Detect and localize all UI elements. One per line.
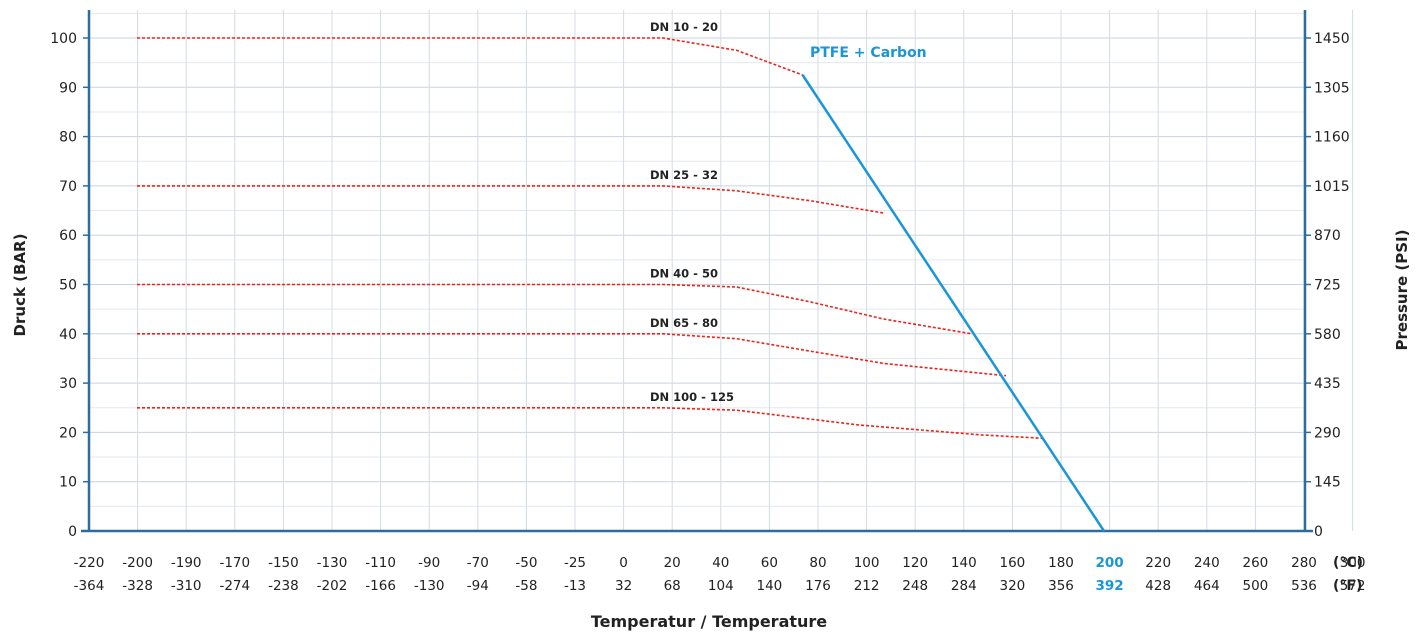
- y-tick-label-psi: 1160: [1314, 130, 1350, 146]
- x-tick-label-c: -25: [564, 555, 586, 571]
- x-tick-label-f: 536: [1291, 578, 1317, 594]
- series-label: DN 10 - 20: [650, 20, 718, 34]
- x-tick-label-c: 100: [854, 555, 880, 571]
- y-tick-label-bar: 10: [59, 475, 77, 491]
- y-tick-label-bar: 30: [59, 376, 77, 392]
- y-tick-label-psi: 0: [1314, 524, 1323, 540]
- x-tick-label-c: -200: [122, 555, 153, 571]
- x-tick-label-f: -364: [74, 578, 105, 594]
- x-tick-label-f: 248: [902, 578, 928, 594]
- y-tick-label-bar: 40: [59, 327, 77, 343]
- series-line-dn-40-50: [137, 283, 972, 335]
- series-label: DN 25 - 32: [650, 168, 718, 182]
- x-tick-label-c: 20: [664, 555, 681, 571]
- x-tick-label-c: -90: [418, 555, 440, 571]
- x-tick-label-f: -328: [122, 578, 153, 594]
- y-tick-label-psi: 145: [1314, 475, 1341, 491]
- x-tick-label-c: 140: [951, 555, 977, 571]
- x-tick-label-f: -238: [268, 578, 299, 594]
- series-line-dn-10-20: [137, 37, 803, 76]
- x-tick-label-c: 300: [1340, 555, 1366, 571]
- x-tick-label-f: -202: [317, 578, 348, 594]
- y-tick-label-psi: 870: [1314, 228, 1341, 244]
- x-tick-label-f: -94: [467, 578, 489, 594]
- x-tick-label-c: -190: [171, 555, 202, 571]
- x-tick-label-f: 500: [1243, 578, 1269, 594]
- x-tick-label-f: 68: [664, 578, 681, 594]
- x-tick-label-c: 40: [712, 555, 729, 571]
- series-label: DN 65 - 80: [650, 316, 718, 330]
- x-tick-label-c: 280: [1291, 555, 1317, 571]
- x-tick-label-c: -110: [365, 555, 396, 571]
- unit-celsius: (°C): [1333, 555, 1363, 571]
- y-tick-label-bar: 60: [59, 228, 77, 244]
- x-tick-label-f: -130: [414, 578, 445, 594]
- y-tick-label-bar: 90: [59, 80, 77, 96]
- y-tick-label-psi: 1015: [1314, 179, 1350, 195]
- x-tick-label-c: -50: [515, 555, 537, 571]
- series-label: DN 100 - 125: [650, 390, 734, 404]
- x-tick-label-c: 160: [1000, 555, 1026, 571]
- x-tick-label-f: -13: [564, 578, 586, 594]
- x-axis-title: Temperatur / Temperature: [590, 612, 828, 631]
- x-tick-label-f: 212: [854, 578, 880, 594]
- x-tick-label-c: 60: [761, 555, 778, 571]
- x-tick-label-c: 260: [1243, 555, 1269, 571]
- x-tick-label-f: 320: [1000, 578, 1026, 594]
- grid: [88, 10, 1354, 532]
- x-tick-label-c: 240: [1194, 555, 1220, 571]
- y-tick-label-bar: 0: [68, 524, 77, 540]
- series-line-dn-65-80: [137, 332, 1007, 377]
- x-tick-label-c: 0: [619, 555, 628, 571]
- x-tick-label-c: 80: [809, 555, 826, 571]
- x-tick-label-f: 32: [615, 578, 632, 594]
- series-lines: [137, 37, 1106, 532]
- series-line-dn-25-32: [137, 185, 884, 214]
- x-tick-label-f: 356: [1048, 578, 1074, 594]
- y-axis-label-right: Pressure (PSI): [1393, 229, 1411, 351]
- x-tick-label-f: 464: [1194, 578, 1220, 594]
- x-tick-label-c: -170: [219, 555, 250, 571]
- y-tick-label-psi: 725: [1314, 278, 1341, 294]
- y-tick-label-bar: 70: [59, 179, 77, 195]
- series-label: PTFE + Carbon: [810, 45, 927, 61]
- x-tick-label-c: 220: [1145, 555, 1171, 571]
- x-tick-label-f: 572: [1340, 578, 1366, 594]
- x-tick-label-c: -130: [317, 555, 348, 571]
- x-tick-label-f: -274: [219, 578, 250, 594]
- x-tick-label-f: -166: [365, 578, 396, 594]
- x-tick-label-c: -150: [268, 555, 299, 571]
- series-labels: DN 10 - 20 DN 25 - 32 DN 40 - 50 DN 65 - 80…: [650, 20, 927, 404]
- y-axis-label-left: Druck (BAR): [11, 233, 29, 337]
- x-tick-label-c: 200: [1096, 555, 1124, 571]
- y-tick-label-psi: 1450: [1314, 31, 1350, 47]
- x-tick-label-c: 180: [1048, 555, 1074, 571]
- x-tick-label-f: 392: [1096, 578, 1124, 594]
- x-tick-label-c: 120: [902, 555, 928, 571]
- y-tick-label-bar: 50: [59, 278, 77, 294]
- y-tick-label-bar: 100: [50, 31, 77, 47]
- y-tick-label-psi: 435: [1314, 376, 1341, 392]
- x-tick-label-f: 284: [951, 578, 977, 594]
- axes: [81, 10, 1313, 533]
- x-tick-label-c: -220: [74, 555, 105, 571]
- tick-labels: 0 10 20 30 40 50 60 70 80 90 100 0 145 290 435 580 725 87…: [50, 31, 1365, 594]
- x-tick-label-c: -70: [467, 555, 489, 571]
- unit-fahrenheit: (°F): [1333, 578, 1362, 594]
- y-tick-label-bar: 20: [59, 425, 77, 441]
- y-tick-label-psi: 290: [1314, 425, 1341, 441]
- series-line-dn-100-125: [137, 406, 1043, 440]
- y-tick-label-psi: 1305: [1314, 80, 1350, 96]
- y-tick-label-psi: 580: [1314, 327, 1341, 343]
- x-tick-label-f: 176: [805, 578, 831, 594]
- y-tick-label-bar: 80: [59, 130, 77, 146]
- x-tick-label-f: 104: [708, 578, 734, 594]
- x-tick-label-f: -310: [171, 578, 202, 594]
- series-line-ptfe-carbon: [801, 74, 1106, 532]
- x-tick-label-f: 140: [757, 578, 783, 594]
- series-label: DN 40 - 50: [650, 267, 718, 281]
- x-tick-label-f: 428: [1145, 578, 1171, 594]
- x-tick-label-f: -58: [515, 578, 537, 594]
